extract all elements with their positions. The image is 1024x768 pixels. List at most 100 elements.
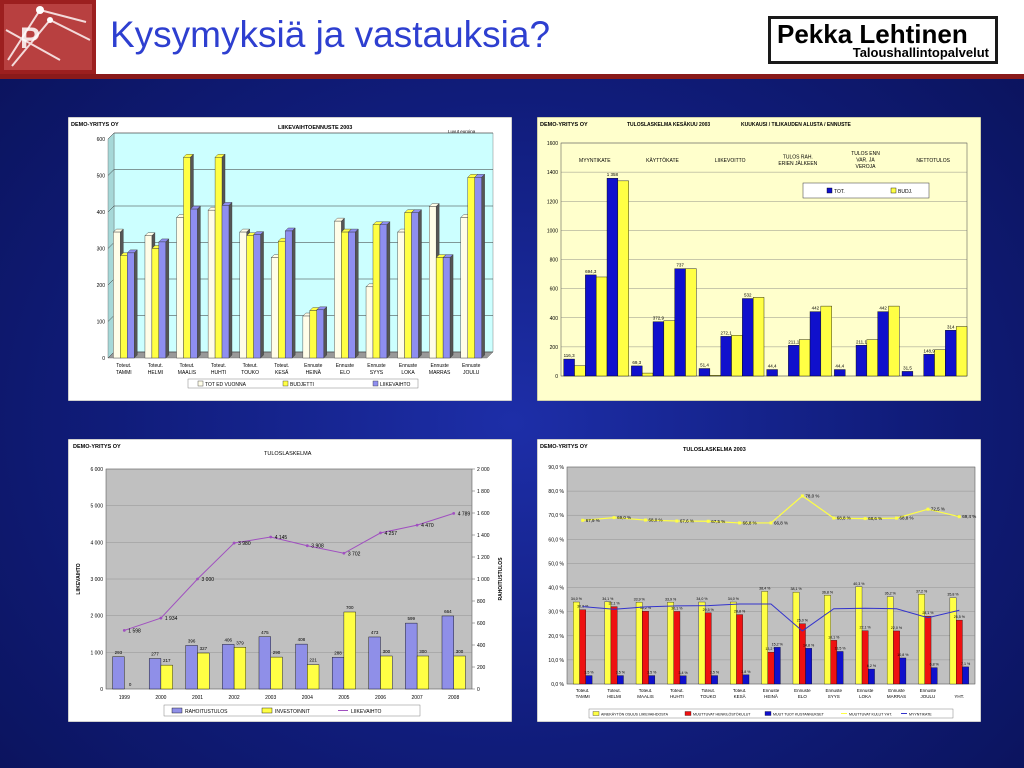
y-tick-label: 0 xyxy=(100,687,103,693)
data-label: 6,8 % xyxy=(930,663,940,667)
bar-tot xyxy=(652,321,665,377)
bar-ainekaytto xyxy=(761,591,769,685)
bar-side xyxy=(260,231,264,359)
bar-budj xyxy=(798,339,811,377)
line-label: 4 145 xyxy=(275,535,288,541)
y2-tick-label: 800 xyxy=(477,599,486,605)
x-tick-label: Toteut. xyxy=(576,688,590,693)
line-point xyxy=(232,541,236,545)
y-tick-label: 200 xyxy=(550,345,559,351)
category-label: VEROJA xyxy=(855,164,876,170)
bar-side xyxy=(228,201,233,359)
legend-label: MYYNTIKATE xyxy=(909,713,932,717)
bar-muut-kustannukset xyxy=(742,674,750,685)
legend-label: TOT. xyxy=(834,189,845,195)
y2-tick-label: 1 800 xyxy=(477,489,490,495)
bar-budj xyxy=(955,326,968,377)
data-label: 664 xyxy=(444,609,452,614)
legend-swatch xyxy=(261,707,273,714)
y2-tick-label: 1 200 xyxy=(477,555,490,561)
bar-tot xyxy=(674,268,686,377)
x-tick-label: TAMMI xyxy=(576,694,590,699)
bar-tot xyxy=(606,178,619,377)
bar-side xyxy=(197,205,201,359)
bar xyxy=(467,177,475,359)
legend-label: AINEKÄYTÖN OSUUS LIIKEVAIHDOSTA xyxy=(601,713,669,717)
bar xyxy=(158,241,166,359)
bar-henkilostokulut xyxy=(799,623,806,685)
legend-label: LIIKEVAIHTO xyxy=(380,382,410,388)
data-label: 3,8 % xyxy=(741,670,751,674)
data-label: 15,2 % xyxy=(772,642,784,646)
data-label: 37,2 % xyxy=(916,589,928,593)
bar xyxy=(411,212,419,359)
bar-investoinnit xyxy=(233,647,247,690)
bar-muut-kustannukset xyxy=(805,648,812,685)
bar-investoinnit xyxy=(343,611,356,690)
chart-title: TULOSLASKELMA KESÄKUU 2003 xyxy=(627,121,710,128)
data-label: 32,1 % xyxy=(608,602,620,606)
bar-rahoitustulos xyxy=(222,644,235,690)
x-tick-label: 2004 xyxy=(302,695,313,701)
data-label: 36,2 % xyxy=(885,592,897,596)
cost-structure-chart: DEMO-YRITYS OY TULOSLASKELMA 2003 0,0 % 10,… xyxy=(537,439,981,722)
bar xyxy=(183,157,191,359)
bar-budj xyxy=(934,349,946,377)
bar-rahoitustulos xyxy=(258,636,271,690)
y2-axis-label: RAHOITUSTULOS xyxy=(498,557,504,601)
y-tick-label: 30,0 % xyxy=(548,610,564,616)
data-label: 211,1 xyxy=(788,339,799,344)
x-tick-label: MARRAS xyxy=(887,694,906,699)
bar-side xyxy=(418,209,422,359)
data-label: 217 xyxy=(163,658,171,663)
line-point xyxy=(926,507,930,511)
bar-muut-kustannukset xyxy=(930,667,938,685)
data-label: 26,5 % xyxy=(954,615,966,619)
revenue-forecast-chart: DEMO-YRITYS OY LIIKEVAIHTOENNUSTE 2003 Luv… xyxy=(68,117,512,401)
legend-swatch xyxy=(197,380,204,387)
legend-label: MUUT TUOT KUSTANNUKSET xyxy=(773,713,825,717)
line-label: 69,4 % xyxy=(962,514,976,519)
bar-rahoitustulos xyxy=(405,622,418,690)
bar xyxy=(284,230,293,359)
bar-budj xyxy=(752,297,765,377)
bar xyxy=(404,212,412,359)
data-label: 694,3 xyxy=(585,269,597,274)
y-axis-label: LIIKEVAIHTO xyxy=(76,563,82,594)
bar-henkilostokulut xyxy=(736,614,743,685)
bar-henkilostokulut xyxy=(579,609,586,685)
bar xyxy=(278,240,286,359)
legend-swatch xyxy=(171,707,183,714)
data-label: 379 xyxy=(236,640,244,645)
x-tick-label: HEINÄ xyxy=(764,693,778,699)
line-point xyxy=(196,577,199,581)
chart-subtitle: KUUKAUSI / TILIKAUDEN ALUSTA / ENNUSTE xyxy=(741,122,851,128)
x-tick-label: MARRAS xyxy=(429,370,451,376)
bar-muut-kustannukset xyxy=(711,675,718,685)
x-tick-label: Toteut. xyxy=(639,688,653,693)
data-label: 3,5 % xyxy=(647,671,657,675)
bar-ainekaytto xyxy=(949,597,957,685)
chart-company: DEMO-YRITYS OY xyxy=(540,122,588,128)
data-label: 221 xyxy=(309,658,317,663)
bar-side xyxy=(355,228,359,359)
bar-budj xyxy=(731,335,743,377)
bar-ainekaytto xyxy=(855,586,863,685)
data-label: 372,9 xyxy=(653,316,665,321)
line-point xyxy=(342,551,346,555)
data-label: 211,1 xyxy=(856,339,867,344)
bar-budj xyxy=(574,365,586,377)
line-label: 78,0 % xyxy=(805,493,819,498)
legend-swatch xyxy=(372,380,379,387)
data-label: 3,5 % xyxy=(584,671,594,675)
y-tick-label: 400 xyxy=(550,316,559,322)
line-point xyxy=(612,516,616,520)
bar-tot xyxy=(585,274,597,377)
bar-ainekaytto xyxy=(886,596,894,685)
data-label: 22,0 % xyxy=(891,626,903,630)
line-label: 4 470 xyxy=(421,523,434,529)
bar xyxy=(190,208,198,359)
data-label: 18,1 % xyxy=(828,635,840,639)
category-label: LIIKEVOITTO xyxy=(715,158,746,164)
bar-muut-kustannukset xyxy=(585,675,593,685)
